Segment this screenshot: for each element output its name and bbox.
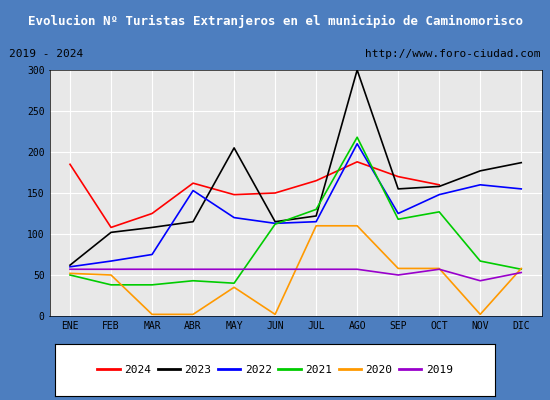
- Text: Evolucion Nº Turistas Extranjeros en el municipio de Caminomorisco: Evolucion Nº Turistas Extranjeros en el …: [28, 14, 522, 28]
- Legend: 2024, 2023, 2022, 2021, 2020, 2019: 2024, 2023, 2022, 2021, 2020, 2019: [93, 360, 457, 380]
- Text: http://www.foro-ciudad.com: http://www.foro-ciudad.com: [365, 49, 541, 59]
- Text: 2019 - 2024: 2019 - 2024: [9, 49, 84, 59]
